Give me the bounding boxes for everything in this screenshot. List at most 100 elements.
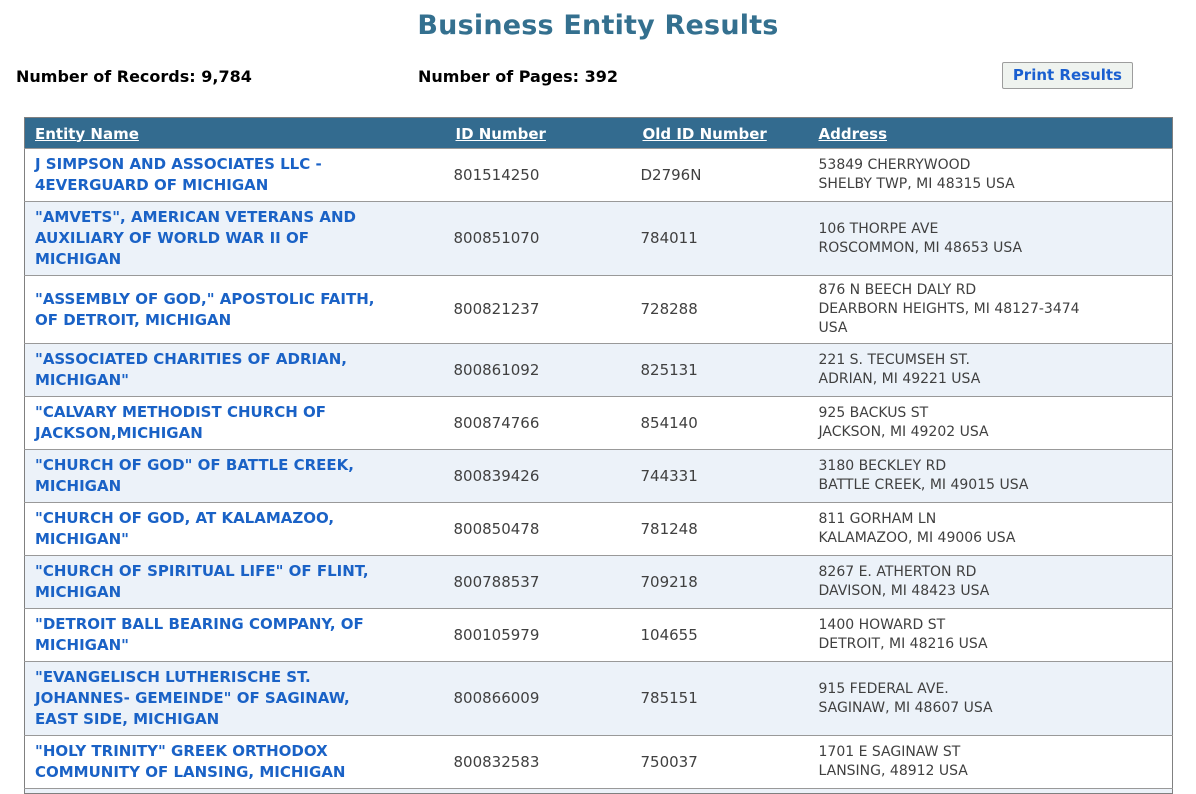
entity-name-link[interactable]: "DETROIT BALL BEARING COMPANY, OF MICHIGA…	[35, 614, 438, 656]
address-cell: 221 S. TECUMSEH ST. ADRIAN, MI 49221 USA	[809, 344, 1173, 397]
column-header-address: Address	[808, 117, 1173, 149]
address-line: 8267 E. ATHERTON RD	[818, 564, 977, 580]
address-cell: 3180 BECKLEY RD BATTLE CREEK, MI 49015 US…	[809, 450, 1173, 503]
address-line: KALAMAZOO, MI 49006 USA	[818, 530, 1016, 546]
entity-name-cell: "HOLY TRINITY" GREEK ORTHODOX COMMUNITY O…	[25, 736, 446, 789]
entity-name-line: "HOLY TRINITY" GREEK ORTHODOX	[35, 742, 328, 760]
id-number-cell: 801514250	[453, 165, 540, 184]
results-table-header: Entity Name ID Number Old ID Number Addr…	[24, 117, 1173, 149]
table-row: "ASSEMBLY OF GOD," APOSTOLIC FAITH, OF DE…	[24, 275, 1173, 344]
entity-name-line: "CHURCH OF GOD, AT KALAMAZOO,	[35, 509, 335, 527]
address-cell: 106 THORPE AVE ROSCOMMON, MI 48653 USA	[809, 202, 1173, 276]
entity-name-line: OF DETROIT, MICHIGAN	[35, 310, 232, 329]
old-id-number-cell: 744331	[640, 466, 698, 485]
id-number-cell: 800850478	[453, 519, 540, 538]
entity-name-line: MICHIGAN"	[35, 636, 129, 654]
entity-name-line: MICHIGAN"	[35, 371, 129, 389]
entity-name-line: "CHURCH OF SPIRITUAL LIFE" OF FLINT,	[35, 562, 369, 580]
entity-name-link[interactable]: "AMVETS", AMERICAN VETERANS AND AUXILIARY…	[35, 207, 438, 270]
address-line: ROSCOMMON, MI 48653 USA	[818, 239, 1023, 256]
address-cell: 915 FEDERAL AVE. SAGINAW, MI 48607 USA	[809, 662, 1173, 736]
address-line: 1400 HOWARD ST	[818, 617, 946, 633]
address-line: DAVISON, MI 48423 USA	[818, 583, 990, 599]
old-id-number-cell: 104655	[640, 625, 698, 644]
address-line: 876 N BEECH DALY RD	[818, 282, 977, 298]
records-count-label: Number of Records:	[16, 67, 196, 86]
entity-name-cell: J SIMPSON AND ASSOCIATES LLC - 4EVERGUARD…	[25, 149, 446, 202]
entity-name-line: EAST SIDE, MICHIGAN	[35, 710, 220, 728]
id-number-cell: 800105979	[453, 625, 540, 644]
id-number-cell: 800839426	[453, 466, 540, 485]
entity-name-line: MICHIGAN"	[35, 530, 129, 548]
entity-name-line: JACKSON,MICHIGAN	[35, 424, 203, 442]
old-id-number-cell: 728288	[640, 300, 698, 318]
address-cell: 1400 HOWARD ST DETROIT, MI 48216 USA	[809, 609, 1173, 662]
entity-name-line: AUXILIARY OF WORLD WAR II OF	[35, 229, 309, 247]
address-cell: 876 N BEECH DALY RD DEARBORN HEIGHTS, MI …	[809, 276, 1173, 344]
entity-name-link[interactable]: "ASSOCIATED CHARITIES OF ADRIAN, MICHIGAN…	[35, 349, 438, 391]
column-header-id-number: ID Number	[445, 117, 633, 149]
address-line: 915 FEDERAL AVE.	[818, 680, 949, 697]
entity-name-cell: "CHURCH OF SPIRITUAL LIFE" OF FLINT, MICH…	[25, 556, 446, 609]
id-number-cell: 800788537	[453, 572, 540, 591]
entity-name-link[interactable]: J SIMPSON AND ASSOCIATES LLC - 4EVERGUARD…	[35, 154, 438, 196]
table-row: "CHURCH OF GOD, AT KALAMAZOO, MICHIGAN" 8…	[24, 502, 1173, 556]
entity-name-line: "CHURCH OF GOD" OF BATTLE CREEK,	[35, 456, 354, 474]
entity-name-cell: "ASSEMBLY OF GOD," APOSTOLIC FAITH, OF DE…	[25, 276, 446, 344]
address-line: BATTLE CREEK, MI 49015 USA	[818, 477, 1029, 493]
column-header-entity-name: Entity Name	[24, 117, 446, 149]
column-header-old-id-number: Old ID Number	[632, 117, 809, 149]
old-id-number-cell: 784011	[640, 229, 698, 247]
table-row: J SIMPSON AND ASSOCIATES LLC - 4EVERGUARD…	[24, 148, 1173, 202]
address-cell: 53849 CHERRYWOOD SHELBY TWP, MI 48315 USA	[809, 149, 1173, 202]
entity-name-line: "CALVARY METHODIST CHURCH OF	[35, 403, 327, 421]
records-count: Number of Records: 9,784	[16, 67, 252, 86]
entity-name-line: "ASSOCIATED CHARITIES OF ADRIAN,	[35, 350, 347, 368]
sort-link-id-number[interactable]: ID Number	[455, 124, 546, 143]
entity-name-cell: "CHURCH OF GOD, AT KALAMAZOO, MICHIGAN"	[25, 503, 446, 556]
table-row: "ASSOCIATED CHARITIES OF ADRIAN, MICHIGAN…	[24, 343, 1173, 397]
entity-name-line: COMMUNITY OF LANSING, MICHIGAN	[35, 763, 346, 781]
entity-name-line: "AMVETS", AMERICAN VETERANS AND	[35, 208, 356, 226]
old-id-number-cell: D2796N	[640, 165, 702, 184]
old-id-number-cell: 781248	[640, 519, 698, 538]
entity-name-cell: "CHURCH OF GOD" OF BATTLE CREEK, MICHIGAN	[25, 450, 446, 503]
entity-name-line: MICHIGAN	[35, 583, 122, 601]
pages-count: Number of Pages: 392	[418, 67, 618, 86]
sort-link-old-id-number[interactable]: Old ID Number	[642, 124, 767, 143]
table-row: "AMVETS", AMERICAN VETERANS AND AUXILIARY…	[24, 201, 1173, 276]
meta-bar: Number of Records: 9,784 Number of Pages…	[0, 62, 1196, 95]
entity-name-cell: "ASSOCIATED CHARITIES OF ADRIAN, MICHIGAN…	[25, 344, 446, 397]
entity-name-cell: "DETROIT BALL BEARING COMPANY, OF MICHIGA…	[25, 609, 446, 662]
entity-name-link[interactable]: "CHURCH OF GOD" OF BATTLE CREEK, MICHIGAN	[35, 455, 438, 497]
id-number-cell: 800851070	[453, 229, 540, 247]
address-cell: 811 GORHAM LN KALAMAZOO, MI 49006 USA	[809, 503, 1173, 556]
sort-link-entity-name[interactable]: Entity Name	[35, 124, 139, 143]
entity-name-line: JOHANNES- GEMEINDE" OF SAGINAW,	[35, 689, 350, 707]
entity-name-link[interactable]: "CALVARY METHODIST CHURCH OF JACKSON,MICH…	[35, 402, 438, 444]
id-number-cell: 800821237	[453, 300, 540, 318]
partial-next-row	[24, 788, 1173, 794]
entity-name-line: 4EVERGUARD OF MICHIGAN	[35, 176, 269, 194]
records-count-value: 9,784	[201, 67, 252, 86]
old-id-number-cell: 750037	[640, 752, 698, 771]
print-results-button[interactable]: Print Results	[1001, 62, 1133, 89]
address-line: 53849 CHERRYWOOD	[818, 157, 971, 173]
results-table: Entity Name ID Number Old ID Number Addr…	[24, 117, 1173, 794]
entity-name-link[interactable]: "CHURCH OF SPIRITUAL LIFE" OF FLINT, MICH…	[35, 561, 438, 603]
address-line: USA	[818, 320, 848, 336]
sort-link-address[interactable]: Address	[818, 124, 888, 143]
table-row: "EVANGELISCH LUTHERISCHE ST. JOHANNES- GE…	[24, 661, 1173, 736]
id-number-cell: 800832583	[453, 752, 540, 771]
id-number-cell: 800861092	[453, 360, 540, 379]
entity-name-line: "EVANGELISCH LUTHERISCHE ST.	[35, 668, 311, 686]
entity-name-link[interactable]: "ASSEMBLY OF GOD," APOSTOLIC FAITH, OF DE…	[35, 289, 438, 331]
address-line: 1701 E SAGINAW ST	[818, 744, 961, 760]
results-table-body: J SIMPSON AND ASSOCIATES LLC - 4EVERGUARD…	[24, 148, 1173, 789]
table-row: "DETROIT BALL BEARING COMPANY, OF MICHIGA…	[24, 608, 1173, 662]
entity-name-link[interactable]: "CHURCH OF GOD, AT KALAMAZOO, MICHIGAN"	[35, 508, 438, 550]
table-row: "CHURCH OF SPIRITUAL LIFE" OF FLINT, MICH…	[24, 555, 1173, 609]
entity-name-cell: "EVANGELISCH LUTHERISCHE ST. JOHANNES- GE…	[25, 662, 446, 736]
address-line: DETROIT, MI 48216 USA	[818, 636, 988, 652]
entity-name-link[interactable]: "EVANGELISCH LUTHERISCHE ST. JOHANNES- GE…	[35, 667, 438, 730]
